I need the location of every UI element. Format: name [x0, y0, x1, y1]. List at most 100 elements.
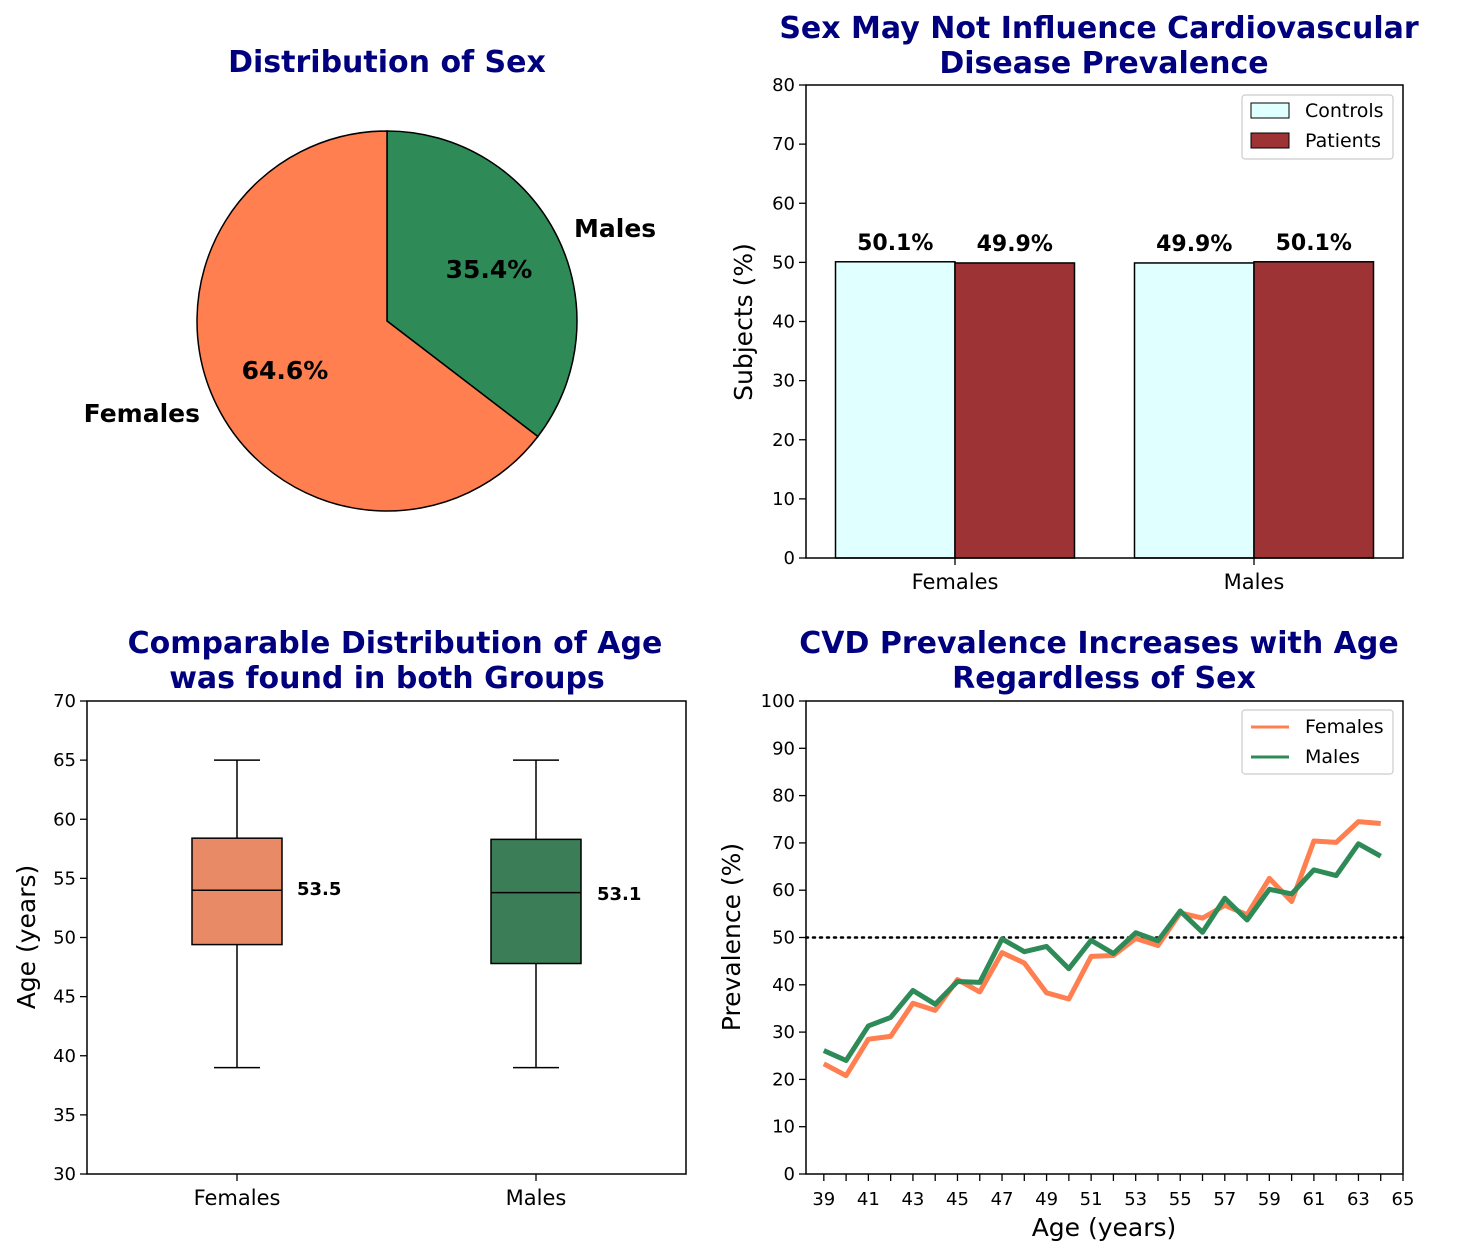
- bar-y-ticks: 0 10 20 30 40 50 60 70 80: [772, 75, 806, 569]
- line-y-tick-label: 20: [772, 1069, 795, 1090]
- bar-legend: Controls Patients: [1241, 94, 1394, 160]
- bar-title-line-2: Disease Prevalence: [939, 46, 1268, 81]
- line-series-females: [822, 819, 1381, 1079]
- box-boxes: [191, 759, 582, 1069]
- legend-controls-label: Controls: [1305, 100, 1384, 122]
- legend-patients-label: Patients: [1305, 130, 1381, 152]
- pie-title: Distribution of Sex: [228, 45, 546, 80]
- box-y-ticks: 30 35 40 45 50 55 60 65 70: [53, 691, 87, 1185]
- box-y-tick-label: 70: [53, 691, 76, 712]
- bar-patients-females: [954, 262, 1076, 559]
- bar-panel: Sex May Not Influence Cardiovascular Dis…: [729, 11, 1419, 594]
- bar-y-tick-label: 60: [772, 193, 795, 214]
- line-x-tick-label: 43: [901, 1189, 924, 1210]
- legend-patients-swatch: [1250, 132, 1290, 149]
- box-panel: Comparable Distribution of Age was found…: [12, 626, 687, 1210]
- line-series: [804, 819, 1405, 1079]
- bar-patients-males: [1253, 261, 1375, 559]
- line-y-tick-label: 0: [784, 1164, 795, 1185]
- box-axes-frame: [86, 700, 687, 1175]
- line-x-ticks: 39 41 43 45 47 49 51 53 55 57 59 61 63 65: [812, 1174, 1414, 1210]
- bar-x-tick-males: Males: [1224, 570, 1285, 594]
- line-title-line-1: CVD Prevalence Increases with Age: [799, 626, 1398, 661]
- line-y-tick-label: 30: [772, 1022, 795, 1043]
- pie-pct-females: 64.6%: [242, 356, 329, 385]
- line-panel: CVD Prevalence Increases with Age Regard…: [717, 626, 1414, 1242]
- bar-y-tick-label: 40: [772, 312, 795, 333]
- bar-controls-males: [1133, 262, 1255, 559]
- line-y-tick-label: 90: [772, 738, 795, 759]
- bar-controls-females: [834, 261, 956, 559]
- bar-title-line-1: Sex May Not Influence Cardiovascular: [779, 11, 1419, 46]
- legend-males-label: Males: [1305, 746, 1360, 768]
- bar-bars: 50.1% 49.9% 49.9% 50.1%: [834, 231, 1375, 559]
- bar-y-tick-label: 0: [784, 548, 795, 569]
- legend-females-label: Females: [1305, 716, 1384, 738]
- line-y-tick-label: 100: [761, 691, 795, 712]
- pie-label-females: Females: [84, 399, 200, 428]
- line-y-tick-label: 80: [772, 786, 795, 807]
- box-mean-label-females: 53.5: [297, 879, 341, 900]
- pie-pct-males: 35.4%: [446, 255, 533, 284]
- line-x-tick-label: 47: [991, 1189, 1014, 1210]
- pie-slice-females: [196, 130, 539, 512]
- bar-y-tick-label: 80: [772, 75, 795, 96]
- box-x-tick-males: Males: [506, 1186, 567, 1210]
- line-x-tick-label: 51: [1080, 1189, 1103, 1210]
- bar-y-tick-label: 20: [772, 430, 795, 451]
- line-y-tick-label: 50: [772, 928, 795, 949]
- legend-controls-swatch: [1250, 102, 1290, 119]
- box-x-tick-females: Females: [194, 1186, 281, 1210]
- box-title-line-2: was found in both Groups: [169, 661, 605, 696]
- line-x-tick-label: 63: [1347, 1189, 1370, 1210]
- pie-panel: Distribution of Sex Males Females 35.4% …: [84, 45, 656, 512]
- bar-y-tick-label: 10: [772, 489, 795, 510]
- box-y-tick-label: 55: [53, 868, 76, 889]
- line-x-tick-label: 53: [1124, 1189, 1147, 1210]
- bar-y-label: Subjects (%): [729, 243, 758, 401]
- line-legend: Females Males: [1241, 709, 1394, 775]
- box-y-tick-label: 30: [53, 1164, 76, 1185]
- line-x-tick-label: 41: [857, 1189, 880, 1210]
- box-y-tick-label: 60: [53, 809, 76, 830]
- line-axes-frame: [805, 700, 1404, 1175]
- bar-axes-frame: [805, 84, 1404, 559]
- line-title-line-2: Regardless of Sex: [952, 661, 1256, 696]
- line-x-tick-label: 65: [1392, 1189, 1415, 1210]
- bar-value-label: 50.1%: [857, 231, 933, 256]
- line-x-tick-label: 57: [1213, 1189, 1236, 1210]
- bar-value-label: 49.9%: [1156, 232, 1232, 257]
- box-y-tick-label: 45: [53, 987, 76, 1008]
- line-x-tick-label: 49: [1035, 1189, 1058, 1210]
- bar-y-tick-label: 70: [772, 134, 795, 155]
- box-title-line-1: Comparable Distribution of Age: [128, 626, 663, 661]
- bar-value-label: 49.9%: [977, 232, 1053, 257]
- line-y-label: Prevalence (%): [717, 843, 746, 1031]
- line-x-label: Age (years): [1032, 1213, 1177, 1242]
- line-x-tick-label: 55: [1169, 1189, 1192, 1210]
- bar-x-tick-females: Females: [912, 570, 999, 594]
- line-x-tick-label: 61: [1302, 1189, 1325, 1210]
- line-x-tick-label: 45: [946, 1189, 969, 1210]
- box-iqr-males: [490, 838, 582, 965]
- box-y-label: Age (years): [12, 865, 41, 1010]
- pie-slices: [196, 130, 578, 512]
- bar-value-label: 50.1%: [1276, 231, 1352, 256]
- pie-label-males: Males: [574, 214, 656, 243]
- box-y-tick-label: 40: [53, 1046, 76, 1067]
- box-y-tick-label: 35: [53, 1105, 76, 1126]
- box-y-tick-label: 50: [53, 928, 76, 949]
- line-y-ticks: 0 10 20 30 40 50 60 70 80 90 100: [761, 691, 806, 1185]
- bar-y-tick-label: 50: [772, 252, 795, 273]
- line-y-tick-label: 10: [772, 1117, 795, 1138]
- bar-y-tick-label: 30: [772, 371, 795, 392]
- line-y-tick-label: 60: [772, 880, 795, 901]
- box-mean-label-males: 53.1: [597, 884, 641, 905]
- pie-slice-males: [386, 130, 578, 438]
- line-x-tick-label: 39: [812, 1189, 835, 1210]
- line-y-tick-label: 70: [772, 833, 795, 854]
- line-y-tick-label: 40: [772, 975, 795, 996]
- line-series-males: [822, 841, 1382, 1063]
- line-x-tick-label: 59: [1258, 1189, 1281, 1210]
